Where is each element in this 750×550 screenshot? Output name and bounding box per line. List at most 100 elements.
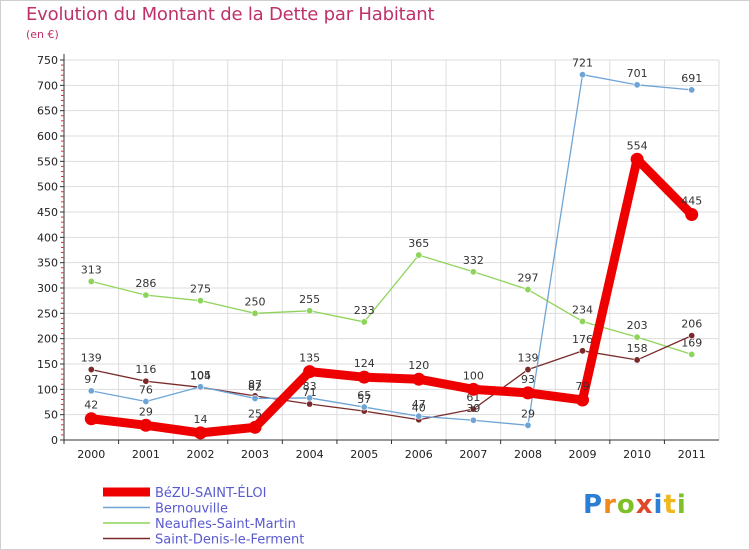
data-label-bernouville-2005: 65 (357, 389, 371, 402)
logo-letter: x (635, 490, 654, 520)
y-tick-label-700: 700 (37, 79, 58, 92)
data-label-bernouville-2000: 97 (84, 373, 98, 386)
x-tick-label-2000: 2000 (77, 448, 105, 461)
y-tick-label-500: 500 (37, 181, 58, 194)
data-point-saint-denis-le-ferment-2001 (142, 377, 150, 385)
data-point-bernouville-2009 (579, 71, 587, 79)
y-tick-label-0: 0 (51, 434, 58, 447)
data-label-neaufles-saint-martin-2010: 203 (627, 319, 648, 332)
data-label-bernouville-2008: 29 (521, 407, 535, 420)
data-point-bernouville-2010 (633, 81, 641, 89)
logo-letter: o (616, 490, 636, 520)
data-label-saint-denis-le-ferment-2004: 71 (303, 386, 317, 399)
data-label-neaufles-saint-martin-2002: 275 (190, 283, 211, 296)
y-tick-label-50: 50 (44, 409, 58, 422)
legend-label-bernouville: Bernouville (155, 502, 228, 517)
y-tick-label-600: 600 (37, 130, 58, 143)
data-label-neaufles-saint-martin-2008: 297 (517, 272, 538, 285)
data-point-saint-denis-le-ferment-2011 (688, 332, 696, 340)
data-point-b-zu-saint-loi-2000 (84, 412, 98, 426)
data-point-neaufles-saint-martin-2010 (633, 333, 641, 341)
data-point-bernouville-2002 (196, 383, 204, 391)
y-tick-label-400: 400 (37, 231, 58, 244)
data-label-neaufles-saint-martin-2001: 286 (135, 277, 156, 290)
data-point-b-zu-saint-loi-2001 (139, 418, 153, 432)
data-point-saint-denis-le-ferment-2008 (524, 366, 532, 374)
data-point-bernouville-2000 (87, 387, 95, 395)
data-point-neaufles-saint-martin-2008 (524, 286, 532, 294)
data-label-bernouville-2007: 39 (466, 402, 480, 415)
data-point-neaufles-saint-martin-2000 (87, 277, 95, 285)
data-label-neaufles-saint-martin-2000: 313 (81, 263, 102, 276)
data-label-bernouville-2001: 76 (139, 383, 153, 396)
data-point-bernouville-2005 (360, 403, 368, 411)
data-point-saint-denis-le-ferment-2009 (579, 347, 587, 355)
data-label-saint-denis-le-ferment-2001: 116 (135, 363, 156, 376)
data-point-saint-denis-le-ferment-2010 (633, 356, 641, 364)
data-point-neaufles-saint-martin-2006 (415, 251, 423, 259)
logo-letter: i (676, 490, 687, 520)
y-tick-label-200: 200 (37, 333, 58, 346)
data-label-neaufles-saint-martin-2004: 255 (299, 293, 320, 306)
legend-label-neaufles-saint-martin: Neaufles-Saint-Martin (155, 517, 296, 532)
data-point-b-zu-saint-loi-2005 (357, 370, 371, 384)
y-tick-label-100: 100 (37, 383, 58, 396)
data-point-b-zu-saint-loi-2010 (630, 152, 644, 166)
data-label-b-zu-saint-loi-2003: 25 (248, 407, 262, 420)
data-point-b-zu-saint-loi-2009 (576, 393, 590, 407)
data-label-saint-denis-le-ferment-2006: 40 (412, 402, 426, 415)
logo-letter: P (583, 490, 604, 520)
data-label-saint-denis-le-ferment-2003: 87 (248, 378, 262, 391)
data-label-bernouville-2010: 701 (627, 67, 648, 80)
data-point-neaufles-saint-martin-2011 (688, 350, 696, 358)
x-tick-label-2002: 2002 (186, 448, 214, 461)
data-point-neaufles-saint-martin-2003 (251, 309, 259, 317)
data-point-bernouville-2011 (688, 86, 696, 94)
x-tick-label-2008: 2008 (514, 448, 542, 461)
data-label-neaufles-saint-martin-2005: 233 (354, 304, 375, 317)
data-label-saint-denis-le-ferment-2009: 176 (572, 333, 593, 346)
data-label-b-zu-saint-loi-2001: 29 (139, 405, 153, 418)
logo-letter: r (603, 490, 617, 520)
x-tick-label-2001: 2001 (132, 448, 160, 461)
x-tick-label-2010: 2010 (623, 448, 651, 461)
y-tick-label-350: 350 (37, 257, 58, 270)
data-point-saint-denis-le-ferment-2004 (306, 400, 314, 408)
data-point-bernouville-2003 (251, 394, 259, 402)
y-tick-label-550: 550 (37, 155, 58, 168)
data-label-b-zu-saint-loi-2006: 120 (408, 359, 429, 372)
x-tick-label-2006: 2006 (405, 448, 433, 461)
data-label-bernouville-2002: 105 (190, 369, 211, 382)
data-label-bernouville-2009: 721 (572, 57, 593, 70)
data-point-neaufles-saint-martin-2005 (360, 318, 368, 326)
data-label-neaufles-saint-martin-2003: 250 (245, 295, 266, 308)
x-tick-label-2004: 2004 (296, 448, 324, 461)
data-label-bernouville-2006: 47 (412, 398, 426, 411)
y-tick-label-250: 250 (37, 307, 58, 320)
chart-title: Evolution du Montant de la Dette par Hab… (26, 4, 435, 25)
data-label-bernouville-2004: 83 (303, 380, 317, 393)
x-tick-label-2009: 2009 (569, 448, 597, 461)
data-point-bernouville-2004 (306, 394, 314, 402)
chart-subtitle: (en €) (26, 28, 59, 41)
data-label-neaufles-saint-martin-2011: 169 (681, 336, 702, 349)
data-point-b-zu-saint-loi-2011 (685, 208, 699, 222)
data-point-b-zu-saint-loi-2007 (466, 382, 480, 396)
data-point-bernouville-2007 (469, 416, 477, 424)
y-tick-label-750: 750 (37, 54, 58, 67)
data-point-b-zu-saint-loi-2004 (303, 365, 317, 379)
data-label-saint-denis-le-ferment-2002: 104 (190, 369, 211, 382)
series-line-b-zu-saint-loi (86, 154, 697, 438)
legend-label-b-zu-saint-loi: BéZU-SAINT-ÉLOI (155, 485, 266, 501)
series-line-neaufles-saint-martin (90, 254, 693, 356)
data-label-b-zu-saint-loi-2002: 14 (193, 413, 207, 426)
data-label-b-zu-saint-loi-2009: 79 (576, 380, 590, 393)
x-tick-label-2011: 2011 (678, 448, 706, 461)
data-label-b-zu-saint-loi-2000: 42 (84, 399, 98, 412)
x-tick-label-2005: 2005 (350, 448, 378, 461)
data-point-bernouville-2008 (524, 421, 532, 429)
data-point-neaufles-saint-martin-2001 (142, 291, 150, 299)
data-label-bernouville-2011: 691 (681, 72, 702, 85)
y-tick-label-650: 650 (37, 105, 58, 118)
